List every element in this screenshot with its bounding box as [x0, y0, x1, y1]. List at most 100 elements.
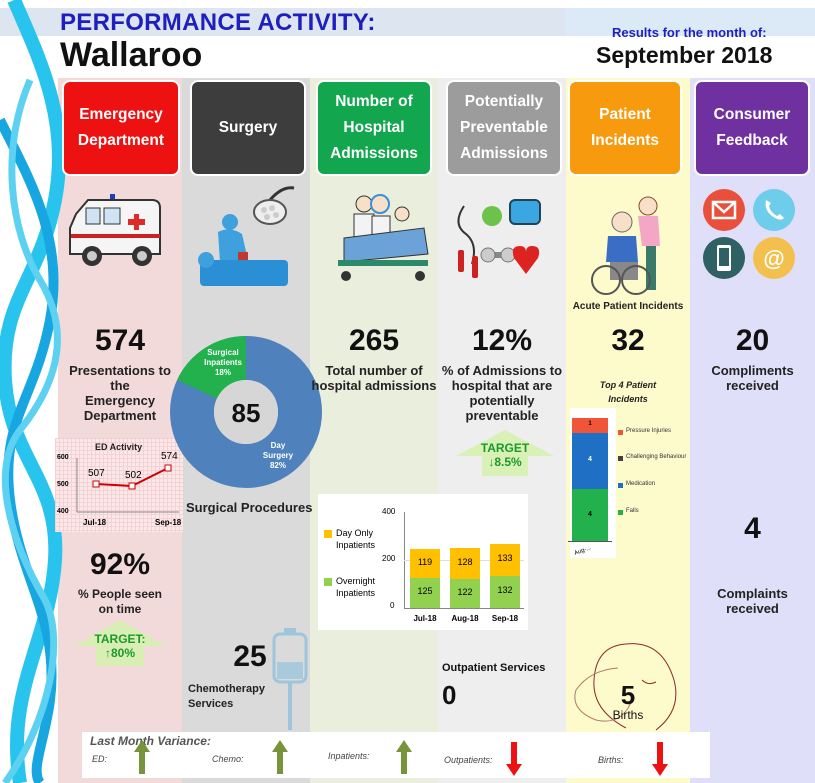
variance-label-outpatients: Outpatients: [444, 755, 493, 765]
tile-hospital-admissions[interactable]: Number of Hospital Admissions [316, 80, 432, 176]
ed-presentations-label: Presentations to the Emergency Departmen… [69, 363, 171, 423]
tile-label: Number of [335, 93, 413, 110]
ppa-pct-value: 12% [471, 324, 533, 357]
variance-label-ed: ED: [92, 754, 108, 764]
at-sign-icon: @ [753, 237, 795, 279]
target-arrow-icon [456, 430, 554, 476]
admissions-label: Total number of hospital admissions [311, 363, 437, 393]
down-arrow-icon [652, 742, 668, 776]
bar-ytick-400: 400 [382, 507, 396, 516]
tile-consumer-feedback[interactable]: Consumer Feedback [694, 80, 810, 176]
day-surgery-label: Day Surgery 82% [262, 441, 294, 470]
ed-point-label: 507 [88, 468, 105, 479]
tile-label: Hospital [343, 119, 405, 136]
variance-label-births: Births: [598, 755, 624, 765]
ed-activity-chart: ED Activity 600 500 400 507 502 574 Jul-… [55, 438, 183, 532]
surgical-inpatients-label: Surgical Inpatients 18% [204, 348, 242, 377]
top4-incidents-label: Top 4 Patient Incidents [599, 380, 657, 404]
up-arrow-icon [134, 740, 150, 774]
report-month: September 2018 [596, 42, 773, 68]
tile-patient-incidents[interactable]: Patient Incidents [568, 80, 682, 176]
legend-swatch-day-only [324, 530, 332, 538]
births-label: Births [612, 708, 644, 722]
tile-surgery[interactable]: Surgery [190, 80, 306, 176]
admissions-column [310, 78, 438, 783]
chemo-count-value: 25 [233, 640, 267, 673]
births-count-value: 5 [620, 680, 636, 710]
tile-label: Surgery [218, 119, 278, 136]
bar-xtick: Jul-18 [413, 614, 437, 623]
ppa-label: % of Admissions to hospital that are pot… [441, 363, 563, 423]
phone-icon [753, 189, 795, 231]
incidents-bar-chart: 1 4 4 Aug-... Pressure Injuries Challeng… [566, 408, 690, 568]
surgical-procedures-label: Surgical Procedures [186, 500, 313, 515]
results-label: Results for the month of: [612, 25, 767, 40]
header-band-right [565, 8, 815, 36]
tile-label: Department [77, 132, 165, 149]
hospital-bed-icon [338, 194, 429, 281]
ed-ytick-400: 400 [57, 508, 69, 515]
incident-value: 4 [588, 511, 592, 518]
incident-value: 1 [588, 421, 592, 427]
legend-swatch-overnight [324, 578, 332, 586]
surgery-total-value: 85 [231, 398, 261, 428]
ed-seen-on-time-value: 92% [89, 548, 151, 581]
tile-label: Admissions [330, 145, 418, 162]
tile-label: Patient [599, 106, 651, 123]
variance-label-chemo: Chemo: [212, 754, 244, 764]
tile-emergency-department[interactable]: Emergency Department [62, 80, 180, 176]
ed-ytick-500: 500 [57, 481, 69, 488]
bar-xtick: Sep-18 [491, 614, 519, 623]
compliments-value: 20 [735, 324, 770, 357]
legend-challenging-behaviour: Challenging Behaviour [626, 454, 687, 460]
variance-label-inpatients: Inpatients: [328, 751, 370, 761]
down-arrow-icon [506, 742, 522, 776]
ed-ytick-600: 600 [57, 454, 69, 461]
bar-ytick-0: 0 [390, 601, 395, 610]
ambulance-icon [69, 194, 161, 266]
tile-preventable-admissions[interactable]: Potentially Preventable Admissions [446, 80, 562, 176]
bar-value: 125 [417, 586, 433, 596]
outpatient-label: Outpatient Services [442, 662, 546, 674]
admissions-total-value: 265 [348, 324, 400, 357]
bar-ytick-200: 200 [382, 554, 396, 563]
legend-pressure-injuries: Pressure Injuries [626, 428, 672, 434]
tile-label: Feedback [716, 132, 788, 149]
bar-value: 132 [497, 585, 513, 595]
acute-incidents-label: Acute Patient Incidents [572, 301, 684, 312]
svg-text:@: @ [763, 246, 784, 271]
mother-baby-icon [574, 643, 677, 731]
ed-target: TARGET: ↑80% [94, 632, 146, 660]
legend-overnight: Overnight Inpatients [336, 576, 376, 598]
bar-value: 128 [457, 557, 473, 567]
tile-label: Incidents [590, 132, 660, 149]
incidents-count-value: 32 [611, 324, 645, 357]
ed-presentations-value: 574 [94, 324, 146, 357]
target-arrow-icon [74, 620, 166, 666]
feedback-column [690, 78, 815, 783]
page-title: PERFORMANCE ACTIVITY: [60, 9, 376, 36]
complaints-label: Complaints received [717, 586, 788, 616]
site-name: Wallaroo [60, 36, 203, 74]
ed-point-label: 574 [161, 451, 178, 462]
ed-point-label: 502 [125, 470, 142, 481]
tile-label: Potentially [464, 93, 544, 110]
fitness-health-icon [457, 199, 541, 278]
header-title-area [0, 36, 815, 78]
legend-falls: Falls [626, 508, 639, 514]
tile-label: Admissions [460, 145, 548, 162]
envelope-icon [703, 189, 745, 231]
complaints-value: 4 [744, 512, 761, 545]
incident-value: 4 [588, 456, 592, 463]
outpatient-count-value: 0 [442, 680, 457, 710]
surgery-illustration-icon [198, 186, 295, 286]
surgery-donut-chart [169, 336, 322, 489]
last-month-variance-panel: Last Month Variance: ED: Chemo: Inpatien… [82, 732, 710, 778]
up-arrow-icon [272, 740, 288, 774]
ppa-column [438, 78, 566, 783]
ppa-target: TARGET ↓8.5% [480, 441, 530, 469]
tile-label: Consumer [713, 106, 791, 123]
up-arrow-icon [396, 740, 412, 774]
bar-xtick: Aug-18 [451, 614, 479, 623]
chemo-label: Chemotherapy Services [188, 683, 266, 710]
